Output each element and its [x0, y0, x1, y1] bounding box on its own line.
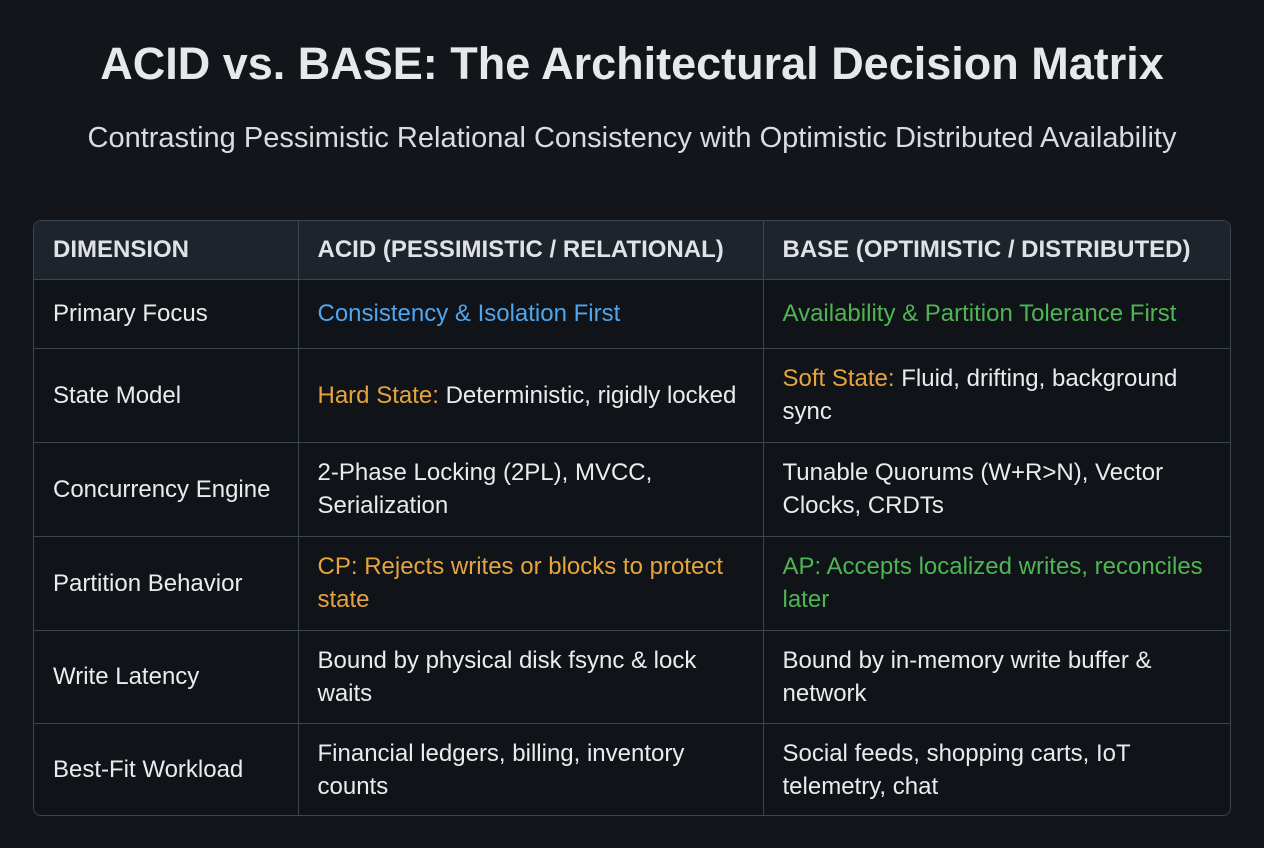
- matrix: DIMENSION ACID (PESSIMISTIC / RELATIONAL…: [33, 220, 1231, 816]
- table: DIMENSION ACID (PESSIMISTIC / RELATIONAL…: [34, 221, 1230, 815]
- row-label: Write Latency: [34, 629, 299, 724]
- column-header: DIMENSION: [34, 221, 299, 280]
- cell: Bound by physical disk fsync & lock wait…: [297, 629, 764, 724]
- column-header: ACID (PESSIMISTIC / RELATIONAL): [297, 221, 764, 280]
- row-label: State Model: [34, 347, 299, 443]
- cell-label: CP:: [317, 553, 358, 580]
- row-label: Partition Behavior: [34, 535, 299, 631]
- cell: 2-Phase Locking (2PL), MVCC, Serializati…: [297, 441, 764, 537]
- row-label: Best-Fit Workload: [34, 722, 299, 815]
- cell-text: Rejects writes or blocks to protect stat…: [317, 553, 723, 613]
- column-header: BASE (OPTIMISTIC / DISTRIBUTED): [762, 221, 1230, 280]
- cell-label: Hard State:: [317, 381, 439, 409]
- subtitle: Contrasting Pessimistic Relational Consi…: [87, 122, 1177, 154]
- cell-label: AP:: [782, 553, 822, 580]
- cell: Consistency & Isolation First: [297, 278, 764, 349]
- cell: Tunable Quorums (W+R>N), Vector Clocks, …: [762, 441, 1230, 537]
- cell: Financial ledgers, billing, inventory co…: [297, 722, 764, 815]
- cell: Bound by in-memory write buffer & networ…: [762, 629, 1230, 724]
- cell: Soft State: Fluid, drifting, background …: [762, 347, 1230, 443]
- cell: Social feeds, shopping carts, IoT teleme…: [762, 722, 1230, 815]
- title: ACID vs. BASE: The Architectural Decisio…: [100, 38, 1164, 89]
- row-label: Concurrency Engine: [34, 441, 299, 537]
- cell: Availability & Partition Tolerance First: [762, 278, 1230, 349]
- cell-text: Deterministic, rigidly locked: [445, 381, 737, 409]
- cell: Hard State: Deterministic, rigidly locke…: [297, 347, 764, 443]
- row-label: Primary Focus: [34, 278, 299, 349]
- cell-label: Soft State:: [782, 365, 895, 392]
- cell: AP: Accepts localized writes, reconciles…: [762, 535, 1230, 631]
- cell-text: Accepts localized writes, reconciles lat…: [782, 553, 1203, 613]
- cell: CP: Rejects writes or blocks to protect …: [297, 535, 764, 631]
- cell-text: Fluid, drifting, background sync: [782, 365, 1178, 425]
